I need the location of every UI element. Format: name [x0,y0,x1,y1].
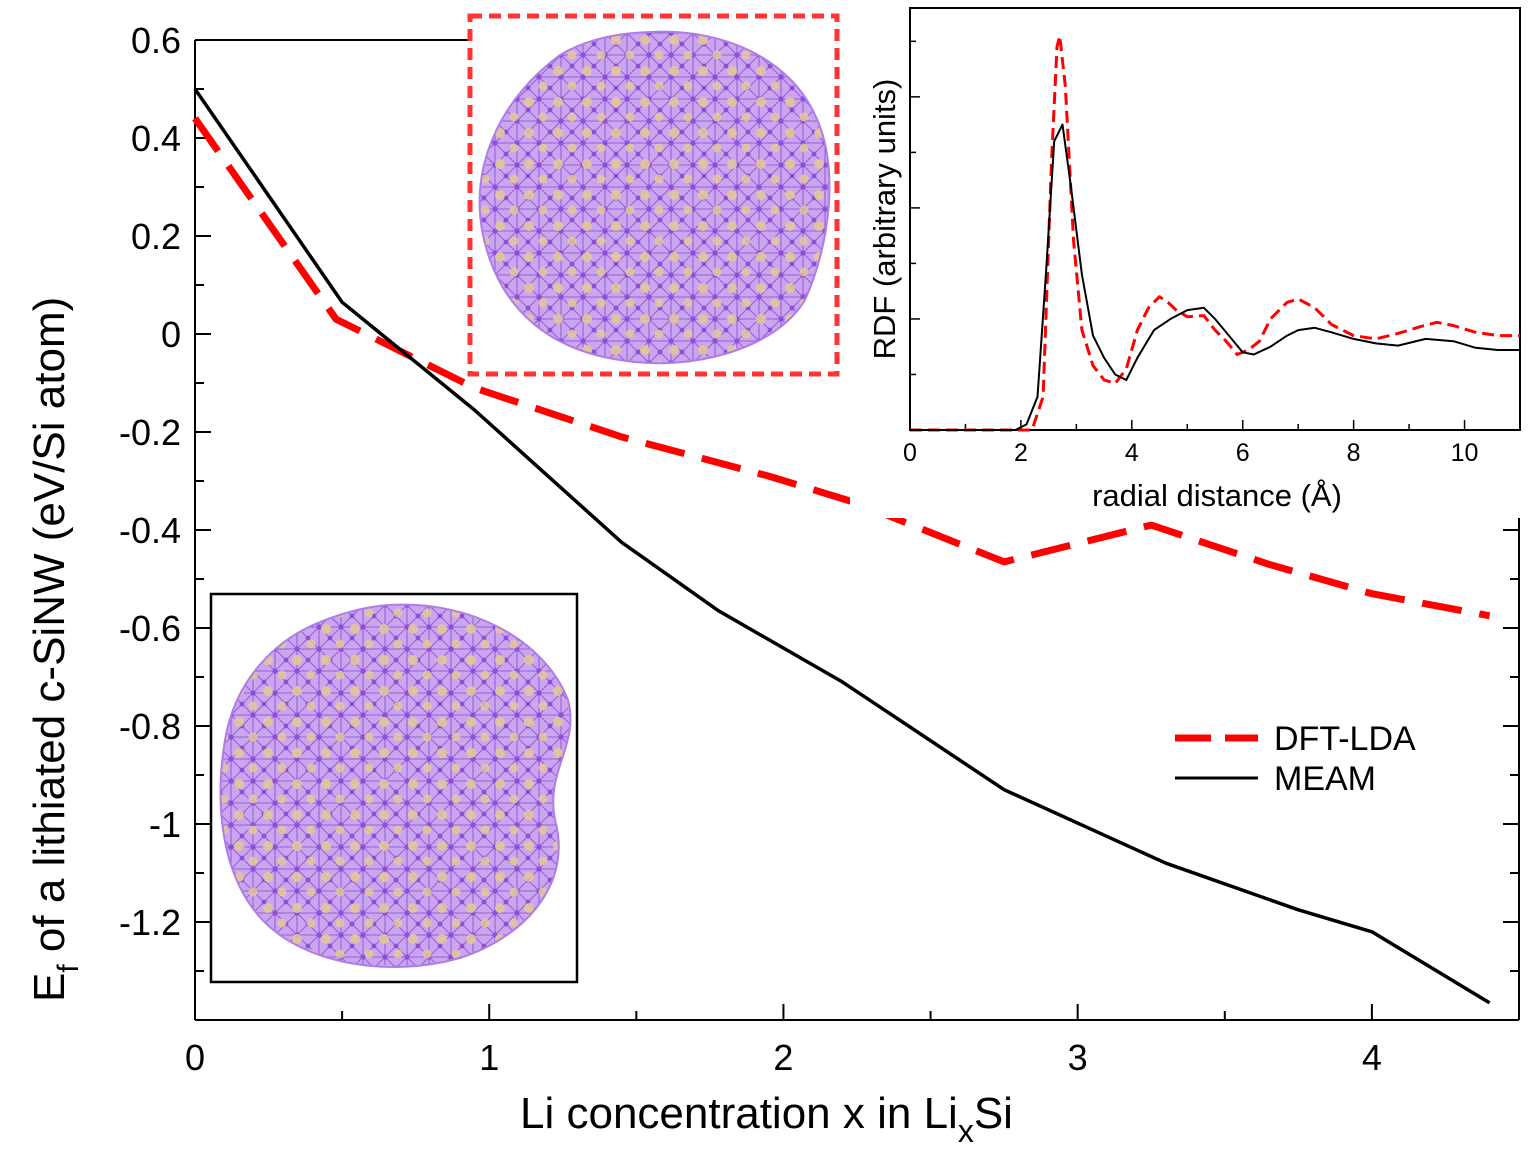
nanowire-snapshot-top [467,13,840,377]
main-y-tick-label: -1 [149,804,181,845]
main-y-tick-label: -0.2 [119,412,181,453]
inset-x-tick-label: 4 [1125,439,1139,467]
main-y-tick-label: -0.4 [119,510,181,551]
main-plot-frame [194,39,1520,1021]
main-legend: DFT-LDA MEAM [1175,720,1416,798]
main-x-tick-label: 0 [185,1037,205,1078]
series-line-meam [193,88,1491,1005]
main-series [192,88,1491,1005]
inset-x-axis-title: radial distance (Å) [1092,478,1342,513]
inset-x-tick-label: 6 [1236,439,1250,467]
main-y-tick-label: 0 [161,314,181,355]
inset-y-ticks [910,40,920,431]
inset-series-line-meam [910,123,1520,431]
inset-x-tick-label: 10 [1451,439,1479,467]
main-x-axis-title: Li concentration x in LixSi [520,1089,1013,1149]
main-x-tick-label: 3 [1068,1037,1088,1078]
legend-label-meam: MEAM [1274,760,1376,798]
main-x-tick-label: 1 [479,1037,499,1078]
main-y-tick-label: 0.2 [131,216,181,257]
nanowire-snapshot-bottom [209,592,579,984]
main-y-tick-label: -1.2 [119,902,181,943]
main-x-tick-label: 2 [773,1037,793,1078]
main-y-tick-label: 0.6 [131,20,181,61]
main-y-axis-title: Ef of a lithiated c-SiNW (eV/Si atom) [25,297,85,1002]
main-y-ticks: 0.6 0.4 0.2 0 -0.2 -0.4 -0.6 -0.8 -1 -1.2 [119,20,1519,1021]
inset-series [910,34,1520,432]
main-y-tick-label: 0.4 [131,118,181,159]
series-line-dft-lda [192,116,1491,620]
inset-series-line-dft-lda [910,34,1520,432]
inset-x-ticks: 0 2 4 6 8 10 [903,420,1521,467]
inset-x-tick-label: 8 [1347,439,1361,467]
inset-rdf-plot: 0 2 4 6 8 10 radial distance (Å) RDF (arbitra… [850,6,1538,518]
inset-x-tick-label: 2 [1014,439,1028,467]
inset-y-axis-title: RDF (arbitrary units) [867,79,902,360]
main-x-ticks: 0 1 2 3 4 [185,1004,1520,1078]
main-y-tick-label: -0.6 [119,608,181,649]
main-y-tick-label: -0.8 [119,706,181,747]
legend-label-dft-lda: DFT-LDA [1274,720,1416,758]
main-x-tick-label: 4 [1362,1037,1382,1078]
inset-x-tick-label: 0 [903,439,917,467]
